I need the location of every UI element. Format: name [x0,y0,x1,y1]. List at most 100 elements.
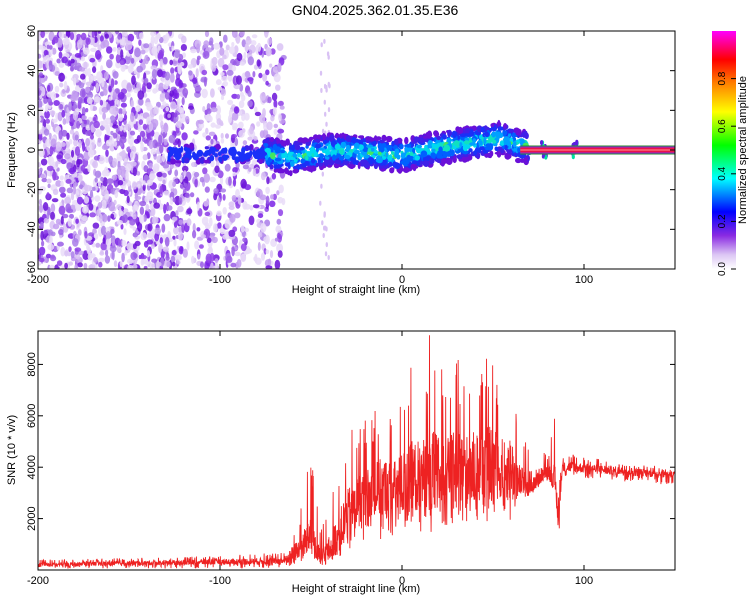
heatmap-cell [270,194,274,200]
heatmap-cell [503,136,510,143]
heatmap-cell [315,162,320,167]
heatmap-cell [515,128,522,136]
heatmap-cell [247,100,253,108]
heatmap-cell [151,46,158,55]
heatmap-cell [319,153,324,161]
heatmap-cell [92,161,96,168]
heatmap-cell [321,220,324,226]
heatmap-cell [146,179,153,186]
heatmap-cell [90,47,97,53]
heatmap-cell [277,209,284,217]
heatmap-cell [436,135,441,141]
heatmap-cell [40,31,45,39]
heatmap-cell [43,49,49,57]
heatmap-cell [89,212,96,218]
heatmap-cell [385,152,389,156]
heatmap-cell [94,170,102,178]
heatmap-cell [51,198,59,203]
heatmap-cell [110,78,115,88]
heatmap-cell [112,157,117,168]
heatmap-cell [272,193,277,201]
heatmap-cell [47,98,52,104]
heatmap-cell [256,59,261,67]
heatmap-cell [48,45,53,50]
heatmap-cell [186,241,190,251]
heatmap-cell [100,41,106,49]
heatmap-cell [162,56,168,65]
heatmap-cell [99,125,105,131]
heatmap-cell [165,255,170,261]
heatmap-cell [373,162,378,170]
heatmap-cell [77,262,83,268]
heatmap-cell [117,33,122,40]
heatmap-cell [43,97,48,104]
heatmap-cell [177,205,184,213]
heatmap-cell [100,241,108,251]
heatmap-cell [273,168,278,173]
heatmap-cell [376,156,383,164]
heatmap-cell [45,104,48,113]
heatmap-cell [426,133,430,137]
heatmap-cell [76,120,81,129]
heatmap-cell [210,138,214,145]
heatmap-cell [277,62,282,73]
heatmap-cell [267,258,272,266]
heatmap-cell [276,164,281,169]
heatmap-cell [90,134,94,140]
heatmap-cell [386,154,393,162]
y-tick-label: -60 [26,261,38,277]
heatmap-cell [64,112,71,117]
heatmap-cell [431,143,435,149]
heatmap-cell [93,155,100,161]
heatmap-cell [174,169,179,177]
heatmap-cell [119,142,123,147]
heatmap-cell [490,123,495,128]
heatmap-cell [232,171,237,177]
heatmap-cell [468,148,473,153]
heatmap-cell [129,218,136,226]
heatmap-cell [235,75,242,85]
heatmap-cell [94,195,101,202]
heatmap-cell [56,58,61,64]
heatmap-cell [269,109,274,115]
snr-frame [37,330,676,571]
heatmap-cell [222,194,226,201]
heatmap-cell [404,136,409,145]
heatmap-cell [57,111,63,122]
heatmap-cell [334,143,341,150]
heatmap-cell [258,158,264,164]
heatmap-cell [64,196,72,205]
heatmap-cell [234,212,241,219]
heatmap-cell [252,168,257,177]
heatmap-cell [213,188,219,194]
heatmap-cell [364,154,370,159]
heatmap-cell [112,110,119,116]
heatmap-cell [142,183,146,191]
heatmap-cell [91,31,95,38]
heatmap-cell [285,162,291,167]
heatmap-cell [86,246,92,255]
heatmap-cell [101,77,105,88]
heatmap-cell [38,257,45,263]
heatmap-cell [117,180,124,186]
snr-y-label: SNR (10 * v/v) [6,415,18,485]
heatmap-cell [380,168,387,172]
heatmap-cell [169,148,174,155]
heatmap-cell [111,250,115,261]
heatmap-cell [399,144,404,150]
heatmap-cell [42,202,49,211]
heatmap-cell [201,216,209,226]
heatmap-cell [159,93,167,98]
heatmap-cell [167,113,171,118]
heatmap-cell [358,135,364,139]
heatmap-cell [319,200,322,206]
heatmap-cell [75,189,80,200]
heatmap-cell [60,246,66,257]
heatmap-cell [231,134,238,139]
heatmap-cell [322,233,325,238]
heatmap-cell [83,184,88,191]
heatmap-cell [172,58,178,66]
heatmap-cell [38,203,44,213]
heatmap-cell [146,116,152,125]
heatmap-cell [305,155,309,161]
